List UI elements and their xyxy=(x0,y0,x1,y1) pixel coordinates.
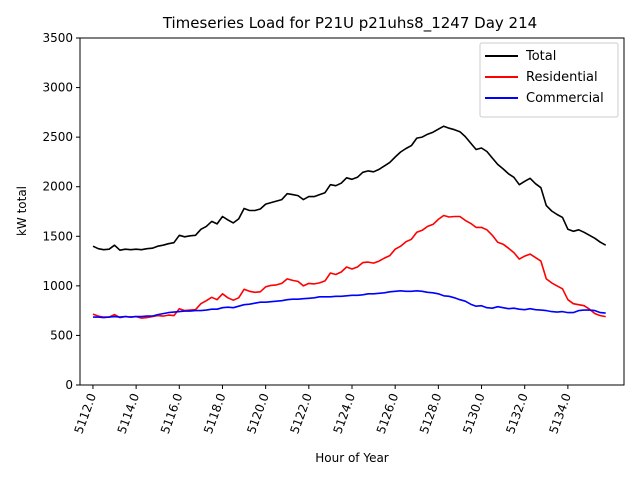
legend-label-total: Total xyxy=(525,49,556,64)
y-tick-label: 3000 xyxy=(42,81,73,95)
x-tick-label: 5128.0 xyxy=(417,391,445,435)
x-tick-label: 5122.0 xyxy=(287,391,315,435)
x-tick-label: 5124.0 xyxy=(331,391,359,435)
x-tick-label: 5118.0 xyxy=(201,391,229,435)
x-tick-label: 5130.0 xyxy=(460,391,488,435)
x-tick-label: 5126.0 xyxy=(374,391,402,435)
x-tick-label: 5116.0 xyxy=(158,391,186,435)
x-tick-label: 5114.0 xyxy=(115,391,143,435)
y-tick-label: 0 xyxy=(65,378,73,392)
y-tick-label: 2500 xyxy=(42,130,73,144)
x-tick-label: 5112.0 xyxy=(72,391,100,435)
x-tick-label: 5132.0 xyxy=(503,391,531,435)
legend: Total Residential Commercial xyxy=(479,42,619,118)
chart-title: Timeseries Load for P21U p21uhs8_1247 Da… xyxy=(162,14,537,33)
y-tick-label: 1500 xyxy=(42,229,73,243)
legend-label-commercial: Commercial xyxy=(526,91,604,106)
y-axis-label: kW total xyxy=(15,186,29,236)
series-line-total xyxy=(92,125,607,251)
y-axis: 0 500 1000 1500 2000 2500 3000 3500 xyxy=(42,31,80,392)
y-tick-label: 2000 xyxy=(42,180,73,194)
x-axis-label: Hour of Year xyxy=(315,451,389,465)
y-tick-label: 1000 xyxy=(42,279,73,293)
x-tick-label: 5134.0 xyxy=(546,391,574,435)
legend-label-residential: Residential xyxy=(526,70,598,85)
x-axis: 5112.0 5114.0 5116.0 5118.0 5120.0 5122.0 5124… xyxy=(72,385,574,436)
series-line-commercial xyxy=(93,289,606,319)
y-tick-label: 3500 xyxy=(42,31,73,45)
series-line-residential xyxy=(92,214,606,319)
x-tick-label: 5120.0 xyxy=(244,391,272,435)
y-tick-label: 500 xyxy=(50,328,73,342)
series-lines xyxy=(92,125,607,319)
